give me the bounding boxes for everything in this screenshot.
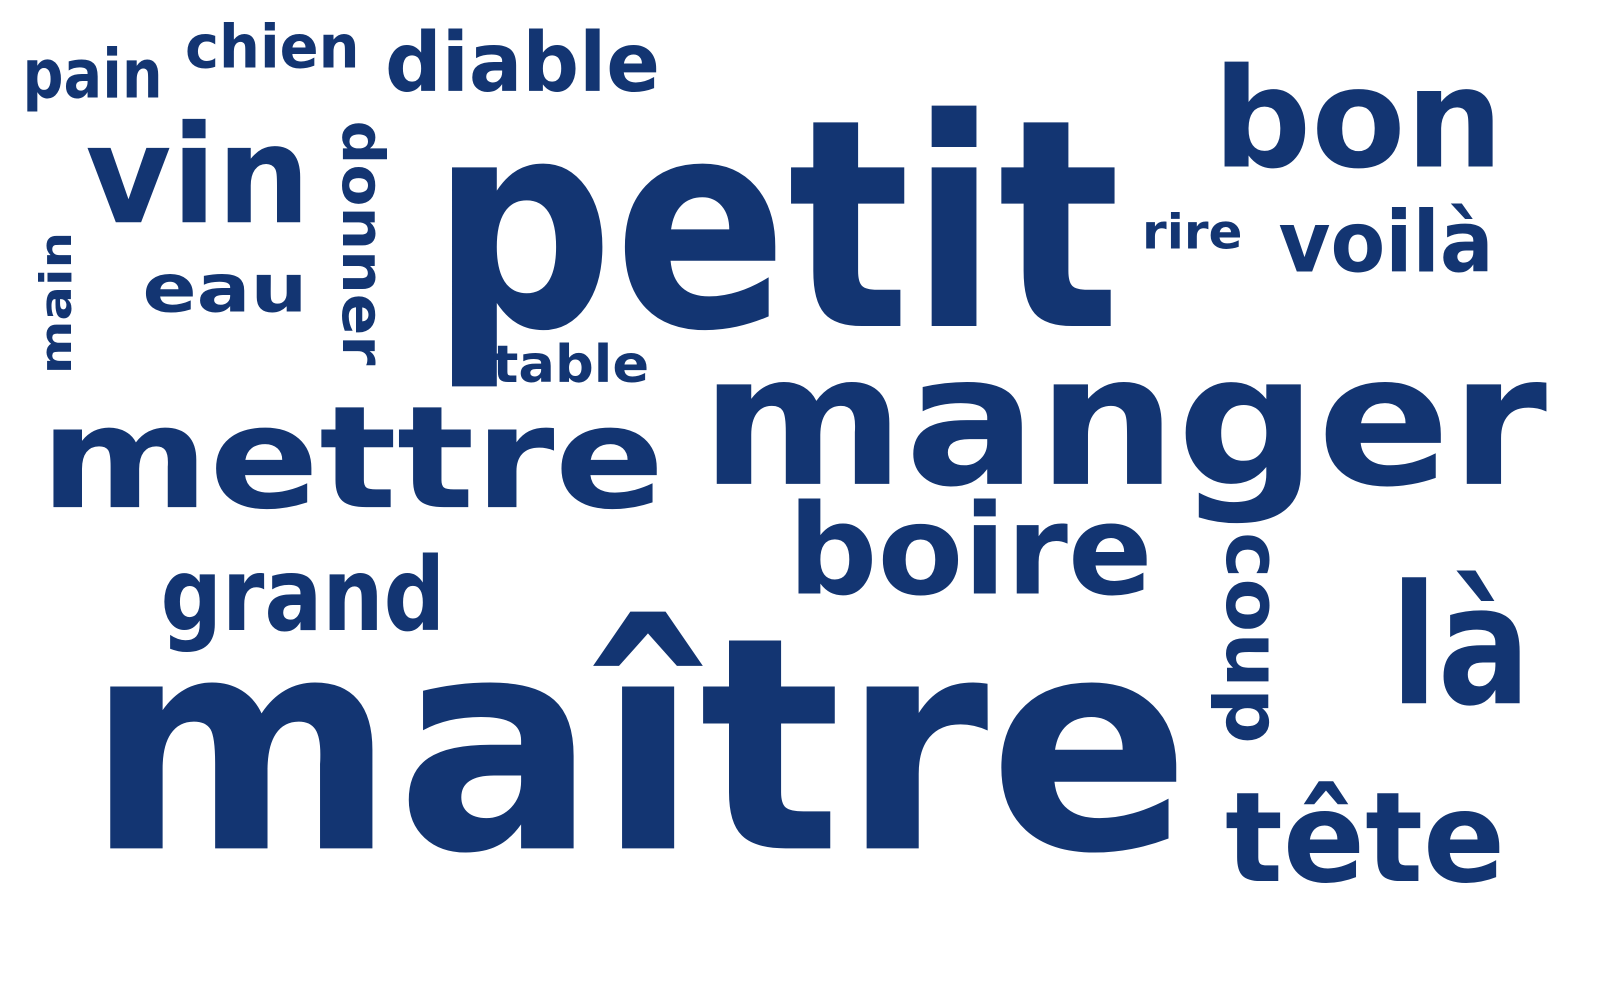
word-boire: boire bbox=[787, 477, 1153, 624]
word-donner: donner bbox=[328, 120, 396, 365]
word-diable: diable bbox=[385, 14, 661, 111]
word-maitre: maître bbox=[85, 573, 1191, 919]
word-eau: eau bbox=[141, 249, 307, 328]
word-la: là bbox=[1389, 549, 1530, 743]
word-coup: coup bbox=[1208, 532, 1298, 744]
word-grand: grand bbox=[159, 536, 445, 655]
word-petit: petit bbox=[429, 58, 1120, 395]
word-vin: vin bbox=[84, 97, 310, 255]
word-manger: manger bbox=[699, 315, 1547, 527]
word-bon: bon bbox=[1213, 37, 1504, 200]
word-chien: chien bbox=[184, 12, 360, 83]
word-tete: tête bbox=[1225, 764, 1506, 911]
word-rire: rire bbox=[1142, 203, 1243, 261]
word-pain: pain bbox=[22, 34, 163, 114]
word-table: table bbox=[491, 333, 649, 395]
word-voila: voilà bbox=[1278, 193, 1494, 292]
word-mettre: mettre bbox=[39, 376, 665, 542]
word-main: main bbox=[30, 231, 82, 375]
